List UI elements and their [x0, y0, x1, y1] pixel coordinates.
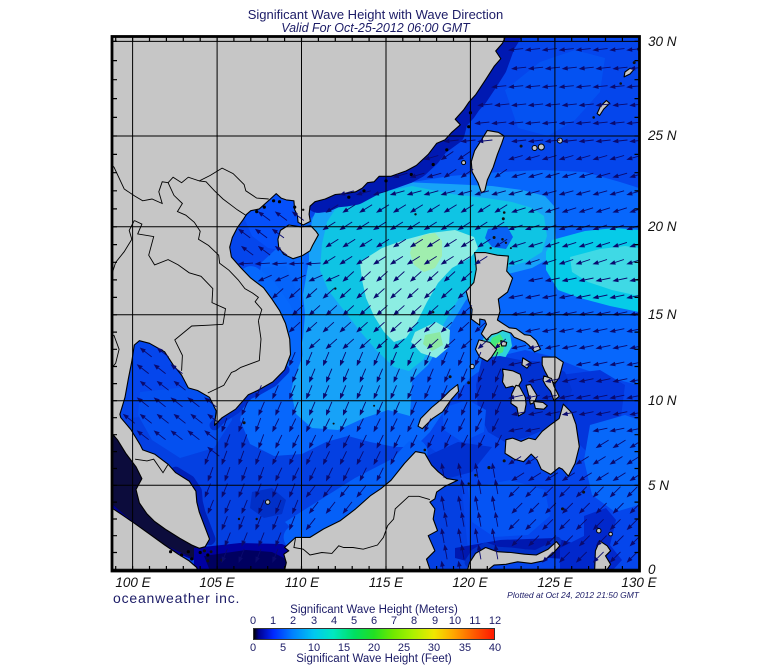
svg-text:100 E: 100 E	[115, 575, 151, 590]
svg-text:0: 0	[648, 562, 656, 577]
svg-text:5 N: 5 N	[648, 478, 669, 493]
svg-text:130 E: 130 E	[621, 575, 657, 590]
svg-text:20 N: 20 N	[647, 219, 677, 234]
svg-text:30 N: 30 N	[648, 34, 677, 49]
svg-text:10 N: 10 N	[648, 393, 677, 408]
svg-text:105 E: 105 E	[199, 575, 235, 590]
svg-text:25 N: 25 N	[647, 128, 677, 143]
svg-text:110 E: 110 E	[285, 575, 320, 590]
svg-text:115 E: 115 E	[369, 575, 404, 590]
svg-text:120 E: 120 E	[452, 575, 488, 590]
svg-text:15 N: 15 N	[648, 307, 677, 322]
svg-text:125 E: 125 E	[537, 575, 573, 590]
